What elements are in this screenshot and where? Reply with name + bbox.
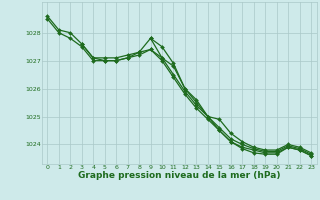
X-axis label: Graphe pression niveau de la mer (hPa): Graphe pression niveau de la mer (hPa) (78, 171, 280, 180)
